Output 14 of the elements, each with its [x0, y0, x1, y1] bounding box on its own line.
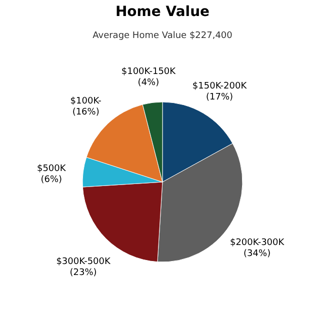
slice-label: $100K-150K: [121, 66, 177, 77]
slice-label: $300K-500K: [56, 257, 112, 268]
data-label: (6%): [40, 174, 62, 185]
slice-label: $200K-300K: [230, 238, 286, 248]
data-label: (17%): [206, 92, 234, 103]
data-label: (16%): [72, 107, 100, 118]
slice-label: $500K: [36, 164, 67, 174]
slice-label: $100K-: [70, 96, 102, 106]
chart-title: Home Value: [115, 4, 210, 20]
data-label: (34%): [244, 249, 271, 260]
data-label: (23%): [70, 268, 97, 278]
data-label: (4%): [138, 78, 160, 88]
chart-subtitle: Average Home Value $227,400: [92, 31, 233, 41]
slice-label: $150K-200K: [192, 82, 248, 92]
